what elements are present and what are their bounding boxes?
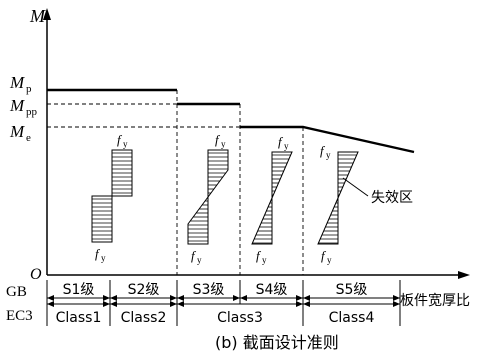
fy-label-4-bottom: f y <box>321 248 332 265</box>
ec3-row-label: EC3 <box>6 308 33 324</box>
svg-text:pp: pp <box>26 106 38 118</box>
gb-classification-row: S1级 S2级 S3级 S4级 S5级 <box>46 280 401 304</box>
fy-label-2-top: f y <box>215 132 226 149</box>
failure-zone-label: 失效区 <box>371 190 413 206</box>
svg-text:y: y <box>262 255 267 265</box>
fy-label-3-bottom: f y <box>256 248 267 265</box>
capacity-s4s5 <box>240 125 415 154</box>
gb-class-label: S2级 <box>128 282 160 298</box>
svg-text:f: f <box>321 248 327 263</box>
svg-text:p: p <box>26 83 32 95</box>
svg-text:y: y <box>197 255 202 265</box>
stress-block-partial <box>187 149 229 245</box>
fy-label-1-top: f y <box>117 132 128 149</box>
mpp-label: M pp <box>9 96 38 118</box>
svg-text:e: e <box>26 132 31 144</box>
annotation-leader <box>342 177 369 197</box>
mp-label: M p <box>9 73 32 95</box>
ec3-class-label: Class4 <box>329 310 375 326</box>
gb-class-label: S3级 <box>193 282 225 298</box>
gb-class-label: S4级 <box>256 282 288 298</box>
x-axis-label: 板件宽厚比 <box>400 292 470 309</box>
stress-block-failure <box>317 151 359 245</box>
x-axis-arrow <box>458 271 470 279</box>
svg-text:M: M <box>9 96 25 115</box>
ec3-class-label: Class2 <box>121 310 167 326</box>
svg-text:f: f <box>320 143 326 158</box>
svg-text:y: y <box>123 139 128 149</box>
gb-class-label: S5级 <box>336 282 368 298</box>
origin-label: O <box>30 266 42 283</box>
ec3-classification-row: Class1 Class2 Class3 Class4 <box>46 300 401 326</box>
y-axis-arrow <box>43 8 51 20</box>
svg-text:M: M <box>9 73 25 92</box>
svg-text:y: y <box>101 253 106 263</box>
svg-text:f: f <box>215 132 221 147</box>
svg-text:y: y <box>327 255 332 265</box>
svg-text:y: y <box>221 139 226 149</box>
y-axis-label: M <box>29 6 46 26</box>
ec3-class-label: Class1 <box>56 310 102 326</box>
ec3-class-label: Class3 <box>217 310 263 326</box>
svg-text:f: f <box>95 246 101 261</box>
svg-text:f: f <box>256 248 262 263</box>
stress-block-plastic <box>91 149 133 243</box>
fy-label-3-top: f y <box>278 134 289 151</box>
stress-block-elastic <box>251 151 293 245</box>
hatch-lines <box>92 152 357 244</box>
svg-text:f: f <box>191 248 197 263</box>
svg-text:M: M <box>9 122 25 141</box>
fy-label-4-top: f y <box>320 143 331 160</box>
svg-text:y: y <box>326 150 331 160</box>
gb-row-label: GB <box>6 284 27 300</box>
figure-caption: (b) 截面设计准则 <box>215 333 339 352</box>
svg-text:y: y <box>284 141 289 151</box>
gb-class-label: S1级 <box>63 282 95 298</box>
me-label: M e <box>9 122 31 144</box>
fy-label-2-bottom: f y <box>191 248 202 265</box>
fy-label-1-bottom: f y <box>95 246 106 263</box>
svg-text:f: f <box>278 134 284 149</box>
svg-text:f: f <box>117 132 123 147</box>
